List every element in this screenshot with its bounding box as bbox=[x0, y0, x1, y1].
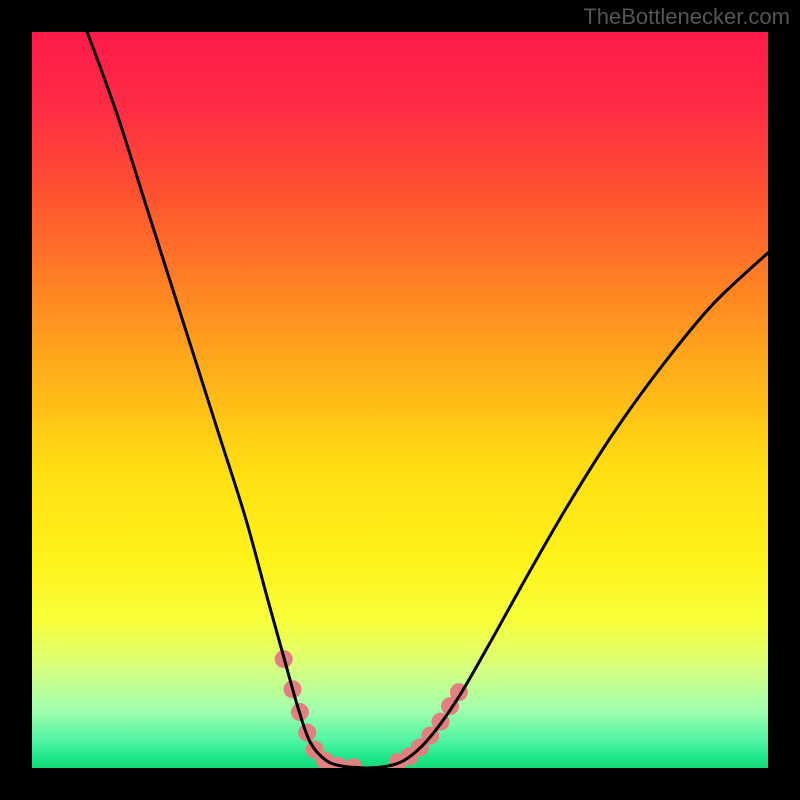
chart-container: TheBottlenecker.com bbox=[0, 0, 800, 800]
data-markers bbox=[275, 650, 468, 768]
left-curve bbox=[87, 32, 367, 768]
right-curve bbox=[367, 253, 768, 768]
plot-area bbox=[32, 32, 768, 768]
curve-layer bbox=[32, 32, 768, 768]
watermark-text: TheBottlenecker.com bbox=[583, 4, 790, 30]
